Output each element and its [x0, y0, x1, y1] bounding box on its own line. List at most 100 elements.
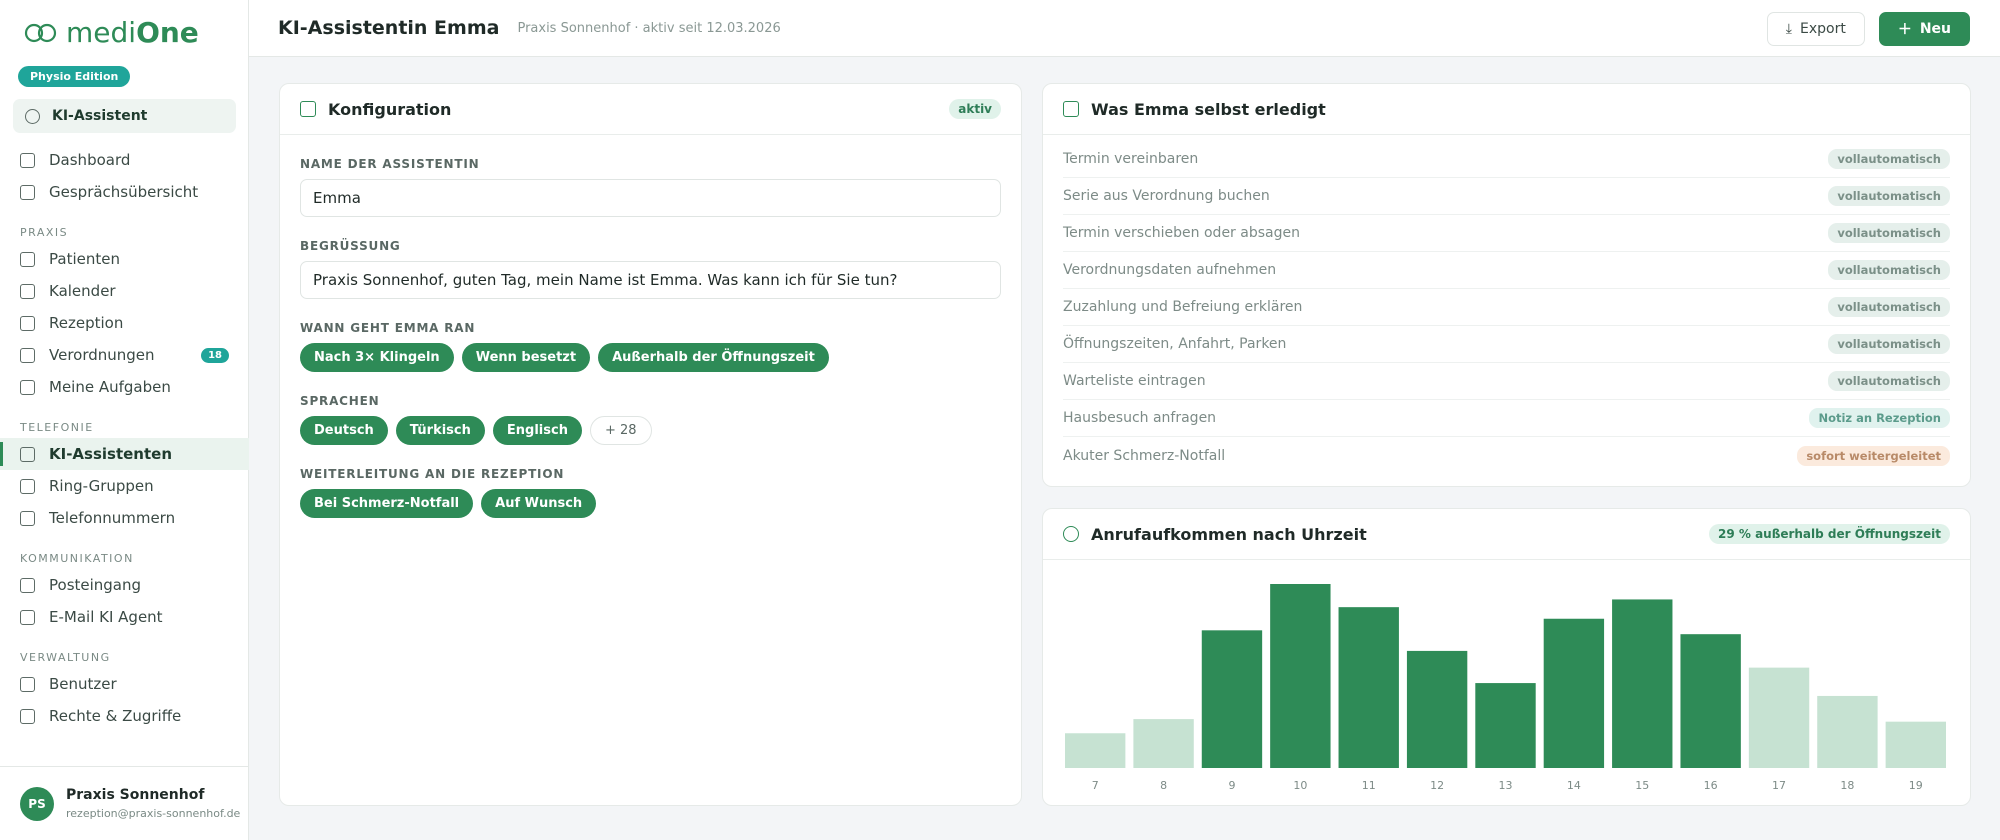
nav-label[interactable]: KI-Assistenten [49, 445, 173, 463]
icon [20, 609, 35, 625]
x-tick-label: 17 [1772, 779, 1786, 792]
icon [20, 446, 35, 462]
bar [1680, 634, 1741, 768]
nav-item[interactable]: Verordnungen 18 [0, 339, 249, 371]
button-label[interactable]: Export [1799, 21, 1846, 37]
status-tag: aktiv [949, 99, 1001, 119]
field-label: NAME DER ASSISTENTIN [300, 157, 480, 171]
edition-badge: Physio Edition [18, 66, 131, 87]
x-tick-label: 7 [1092, 779, 1099, 792]
task-status: vollautomatisch [1828, 371, 1950, 391]
page-title: KI-Assistentin Emma [278, 17, 500, 39]
x-tick-label: 18 [1840, 779, 1854, 792]
export-button[interactable]: ⤓ Export [1766, 12, 1865, 46]
task-row: Termin verschieben oder absagen vollautom… [1063, 215, 1950, 252]
nav-item[interactable]: Benutzer [0, 668, 249, 700]
nav-item[interactable]: Ring-Gruppen [0, 470, 249, 502]
task-label: Termin vereinbaren [1063, 151, 1199, 167]
nav-label[interactable]: Benutzer [49, 675, 117, 693]
x-tick-label: 10 [1293, 779, 1307, 792]
chip[interactable]: Wenn besetzt [461, 343, 591, 372]
nav-heading: PRAXIS [20, 226, 69, 239]
icon [20, 478, 35, 494]
chip[interactable]: Deutsch [300, 416, 388, 445]
bar [1475, 683, 1536, 768]
nav-label[interactable]: Rezeption [49, 314, 124, 332]
nav-item[interactable]: Dashboard [0, 144, 249, 176]
task-row: Akuter Schmerz-Notfall sofort weitergelei… [1063, 437, 1950, 474]
nav-item[interactable]: E-Mail KI Agent [0, 601, 249, 633]
logo-icon [24, 23, 57, 42]
nav-label[interactable]: Gesprächsübersicht [49, 183, 199, 201]
task-status: Notiz an Rezeption [1809, 408, 1950, 428]
chip[interactable]: Außerhalb der Öffnungszeit [598, 343, 829, 372]
text-input[interactable]: Emma [300, 179, 1001, 217]
nav-label[interactable]: E-Mail KI Agent [49, 608, 163, 626]
nav-label[interactable]: Meine Aufgaben [49, 378, 171, 396]
nav-item[interactable]: Gesprächsübersicht [0, 176, 249, 208]
task-label: Öffnungszeiten, Anfahrt, Parken [1063, 336, 1287, 352]
pinned-label[interactable]: KI-Assistent [52, 108, 148, 124]
user[interactable]: PS Praxis Sonnenhof rezeption@praxis-sonne… [0, 766, 248, 840]
icon: ＋ [1897, 22, 1912, 38]
card-title: Konfiguration [328, 99, 452, 119]
icon [20, 184, 35, 200]
page-subtitle: Praxis Sonnenhof · aktiv seit 12.03.2026 [517, 20, 781, 36]
nav-item[interactable]: Patienten [0, 243, 249, 275]
bar [1270, 584, 1331, 768]
chip[interactable]: Englisch [492, 416, 582, 445]
task-status: vollautomatisch [1828, 149, 1950, 169]
chart-title: Anrufaufkommen nach Uhrzeit [1091, 524, 1367, 544]
nav-label[interactable]: Kalender [49, 282, 116, 300]
card-title: Was Emma selbst erledigt [1091, 99, 1326, 119]
nav-item[interactable]: Telefonnummern [0, 502, 249, 534]
nav-item[interactable]: Posteingang [0, 569, 249, 601]
icon [25, 108, 40, 124]
nav-item[interactable]: KI-Assistenten [0, 438, 249, 470]
field-label: BEGRÜSSUNG [300, 239, 401, 253]
config-card: Konfiguration aktiv NAME DER ASSISTENTIN E… [279, 83, 1022, 806]
nav-label[interactable]: Verordnungen [49, 346, 155, 364]
bar [1748, 667, 1810, 768]
field-label: WEITERLEITUNG AN DIE REZEPTION [300, 467, 565, 481]
chip-group: Nach 3× Klingeln Wenn besetzt Außerhalb de… [300, 343, 1001, 372]
x-tick-label: 16 [1704, 779, 1718, 792]
chart: 7 8 9 10 11 12 13 14 15 16 17 18 19 [1065, 584, 1946, 792]
nav-label[interactable]: Dashboard [49, 151, 131, 169]
chip[interactable]: Nach 3× Klingeln [300, 343, 454, 372]
chip[interactable]: Türkisch [395, 416, 485, 445]
chart-card: Anrufaufkommen nach Uhrzeit 29 % außerhal… [1042, 508, 1971, 806]
task-status: sofort weitergeleitet [1797, 445, 1950, 466]
task-status: vollautomatisch [1828, 186, 1950, 206]
more-chip[interactable]: + 28 [589, 416, 652, 445]
nav-label[interactable]: Posteingang [49, 576, 142, 594]
icon [20, 510, 35, 526]
nav-label[interactable]: Ring-Gruppen [49, 477, 154, 495]
actions: ⤓ Export ＋ Neu [1766, 12, 1970, 46]
bar [1065, 733, 1126, 768]
chip-group: Deutsch Türkisch Englisch + 28 [300, 416, 1001, 445]
nav-item[interactable]: Meine Aufgaben [0, 371, 249, 403]
button-label[interactable]: Neu [1919, 21, 1951, 37]
nav-label[interactable]: Telefonnummern [49, 509, 176, 527]
bar [1338, 607, 1399, 768]
pinned-item[interactable]: KI-Assistent [13, 99, 236, 133]
tasks-card: Was Emma selbst erledigt Termin vereinba… [1042, 83, 1971, 487]
bar [1133, 719, 1194, 768]
nav-item[interactable]: Rezeption [0, 307, 249, 339]
chip[interactable]: Bei Schmerz-Notfall [300, 489, 474, 518]
nav-item[interactable]: Rechte & Zugriffe [0, 700, 249, 732]
nav-item[interactable]: Kalender [0, 275, 249, 307]
x-tick-label: 15 [1635, 779, 1649, 792]
text-input[interactable]: Praxis Sonnenhof, guten Tag, mein Name i… [300, 261, 1001, 299]
nav-label[interactable]: Rechte & Zugriffe [49, 707, 182, 725]
task-status: vollautomatisch [1828, 260, 1950, 280]
chip[interactable]: Auf Wunsch [481, 489, 597, 518]
nav-heading: VERWALTUNG [20, 651, 111, 664]
x-tick-label: 12 [1430, 779, 1444, 792]
icon [300, 101, 316, 117]
nav-label[interactable]: Patienten [49, 250, 120, 268]
new-button[interactable]: ＋ Neu [1878, 12, 1970, 46]
icon [20, 251, 35, 267]
nav-badge: 18 [201, 347, 229, 363]
